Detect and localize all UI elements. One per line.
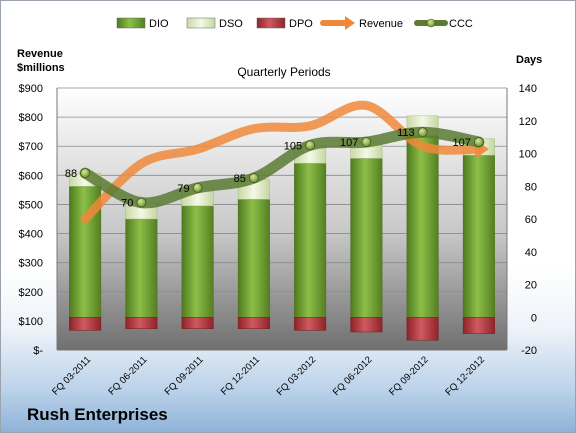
ccc-marker <box>80 168 91 179</box>
bar-dio <box>237 199 270 318</box>
bar-dio <box>125 218 158 318</box>
ccc-marker <box>192 182 203 193</box>
legend-ccc-marker <box>426 18 436 28</box>
y-right-tick-label: 20 <box>525 280 537 292</box>
chart-title: Quarterly Periods <box>237 65 330 79</box>
bar-dpo <box>69 317 102 331</box>
ccc-marker <box>473 137 484 147</box>
bar-dio <box>294 163 327 318</box>
x-category-label: FQ 09-2012 <box>387 354 431 398</box>
bar-dpo <box>462 317 495 334</box>
bar-dpo <box>350 317 383 333</box>
legend-label-ccc: CCC <box>449 18 473 30</box>
y-left-tick-label: $900 <box>19 83 43 95</box>
x-category-label: FQ 12-2011 <box>219 354 262 397</box>
ccc-marker <box>305 140 316 151</box>
ccc-marker <box>361 137 372 147</box>
x-category-label: FQ 03-2012 <box>275 354 319 398</box>
ccc-data-label: 79 <box>177 183 189 195</box>
y-left-tick-label: $200 <box>19 287 43 299</box>
ccc-data-label: 105 <box>284 140 302 152</box>
y-left-tick-label: $600 <box>19 170 43 182</box>
company-name: Rush Enterprises <box>27 405 168 424</box>
y-right-axis-title: Days <box>516 54 542 66</box>
ccc-data-label: 113 <box>397 127 415 139</box>
bar-dio <box>181 205 214 318</box>
ccc-marker <box>136 197 147 208</box>
revenue-line <box>80 100 484 224</box>
legend-swatch-dso <box>186 17 216 29</box>
y-right-tick-label: 60 <box>525 214 537 226</box>
ccc-marker <box>248 173 259 183</box>
y-right-tick-label: 100 <box>519 149 537 161</box>
x-category-label: FQ 03-2011 <box>50 354 93 397</box>
ccc-data-label: 107 <box>453 137 471 149</box>
legend-label-revenue: Revenue <box>359 18 403 30</box>
bar-dpo <box>125 317 158 329</box>
legend-label-dso: DSO <box>219 18 243 30</box>
bar-dpo <box>294 317 327 331</box>
y-left-tick-label: $700 <box>19 141 43 153</box>
bar-dpo <box>406 317 439 341</box>
y-left-axis-title: Revenue <box>17 48 63 60</box>
y-right-tick-label: 120 <box>519 116 537 128</box>
ccc-marker <box>417 127 428 138</box>
legend-swatch-dio <box>116 17 146 29</box>
bar-dio <box>406 135 439 318</box>
ccc-data-label: 70 <box>121 198 133 210</box>
y-left-tick-label: $300 <box>19 258 43 270</box>
bar-dpo <box>237 317 270 329</box>
bar-dio <box>462 154 495 318</box>
x-category-label: FQ 09-2011 <box>163 354 206 397</box>
x-category-label: FQ 12-2012 <box>443 354 487 398</box>
y-right-tick-label: -20 <box>521 345 537 357</box>
y-right-tick-label: 0 <box>531 312 537 324</box>
y-left-tick-label: $500 <box>19 199 43 211</box>
bar-dio <box>350 158 383 318</box>
legend-revenue-arrowhead <box>345 16 355 30</box>
bar-dpo <box>181 317 214 329</box>
y-right-tick-label: 40 <box>525 247 537 259</box>
ccc-data-label: 85 <box>234 173 246 185</box>
legend-label-dio: DIO <box>149 18 169 30</box>
y-right-tick-label: 80 <box>525 181 537 193</box>
y-left-axis-title: $millions <box>17 62 65 74</box>
legend-swatch-dpo <box>256 17 286 29</box>
y-right-tick-label: 140 <box>519 83 537 95</box>
y-left-tick-label: $100 <box>19 316 43 328</box>
y-left-tick-label: $- <box>33 345 43 357</box>
x-category-label: FQ 06-2012 <box>331 354 375 398</box>
y-left-tick-label: $800 <box>19 112 43 124</box>
legend-label-dpo: DPO <box>289 18 313 30</box>
ccc-data-label: 88 <box>65 168 77 180</box>
x-category-label: FQ 06-2011 <box>106 354 149 397</box>
ccc-data-label: 107 <box>340 137 358 149</box>
y-left-tick-label: $400 <box>19 229 43 241</box>
